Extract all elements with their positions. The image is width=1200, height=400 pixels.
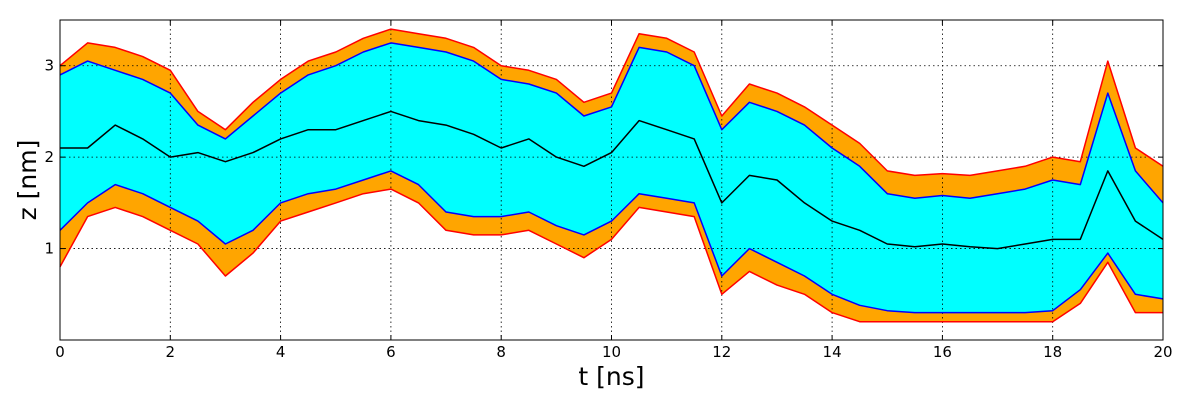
series-line-inner-upper <box>59 42 1164 204</box>
plot-area <box>59 20 1164 340</box>
series-line-outer-lower <box>59 188 1163 323</box>
x-tick-label: 6 <box>386 343 396 361</box>
series-line-outer-upper <box>59 28 1164 177</box>
x-tick-label: 8 <box>496 343 506 361</box>
y-tick-label: 1 <box>44 240 54 258</box>
series-line-center <box>60 110 1164 250</box>
x-tick-label: 12 <box>712 343 731 361</box>
series-lines <box>59 28 1164 323</box>
x-axis-label: t [ns] <box>578 362 644 391</box>
y-axis-label: z [nm] <box>13 140 42 221</box>
y-tick-label: 2 <box>44 148 54 166</box>
x-tick-label: 18 <box>1043 343 1062 361</box>
x-tick-label: 20 <box>1153 343 1172 361</box>
ticks <box>59 20 1164 340</box>
x-tick-label: 2 <box>166 343 176 361</box>
x-tick-label: 10 <box>602 343 621 361</box>
x-tick-label: 0 <box>55 343 65 361</box>
series-line-inner-lower <box>59 170 1164 314</box>
x-tick-label: 14 <box>823 343 842 361</box>
y-tick-label: 3 <box>44 57 54 75</box>
x-tick-label: 4 <box>276 343 286 361</box>
grid <box>60 20 1163 340</box>
x-tick-label: 16 <box>933 343 952 361</box>
